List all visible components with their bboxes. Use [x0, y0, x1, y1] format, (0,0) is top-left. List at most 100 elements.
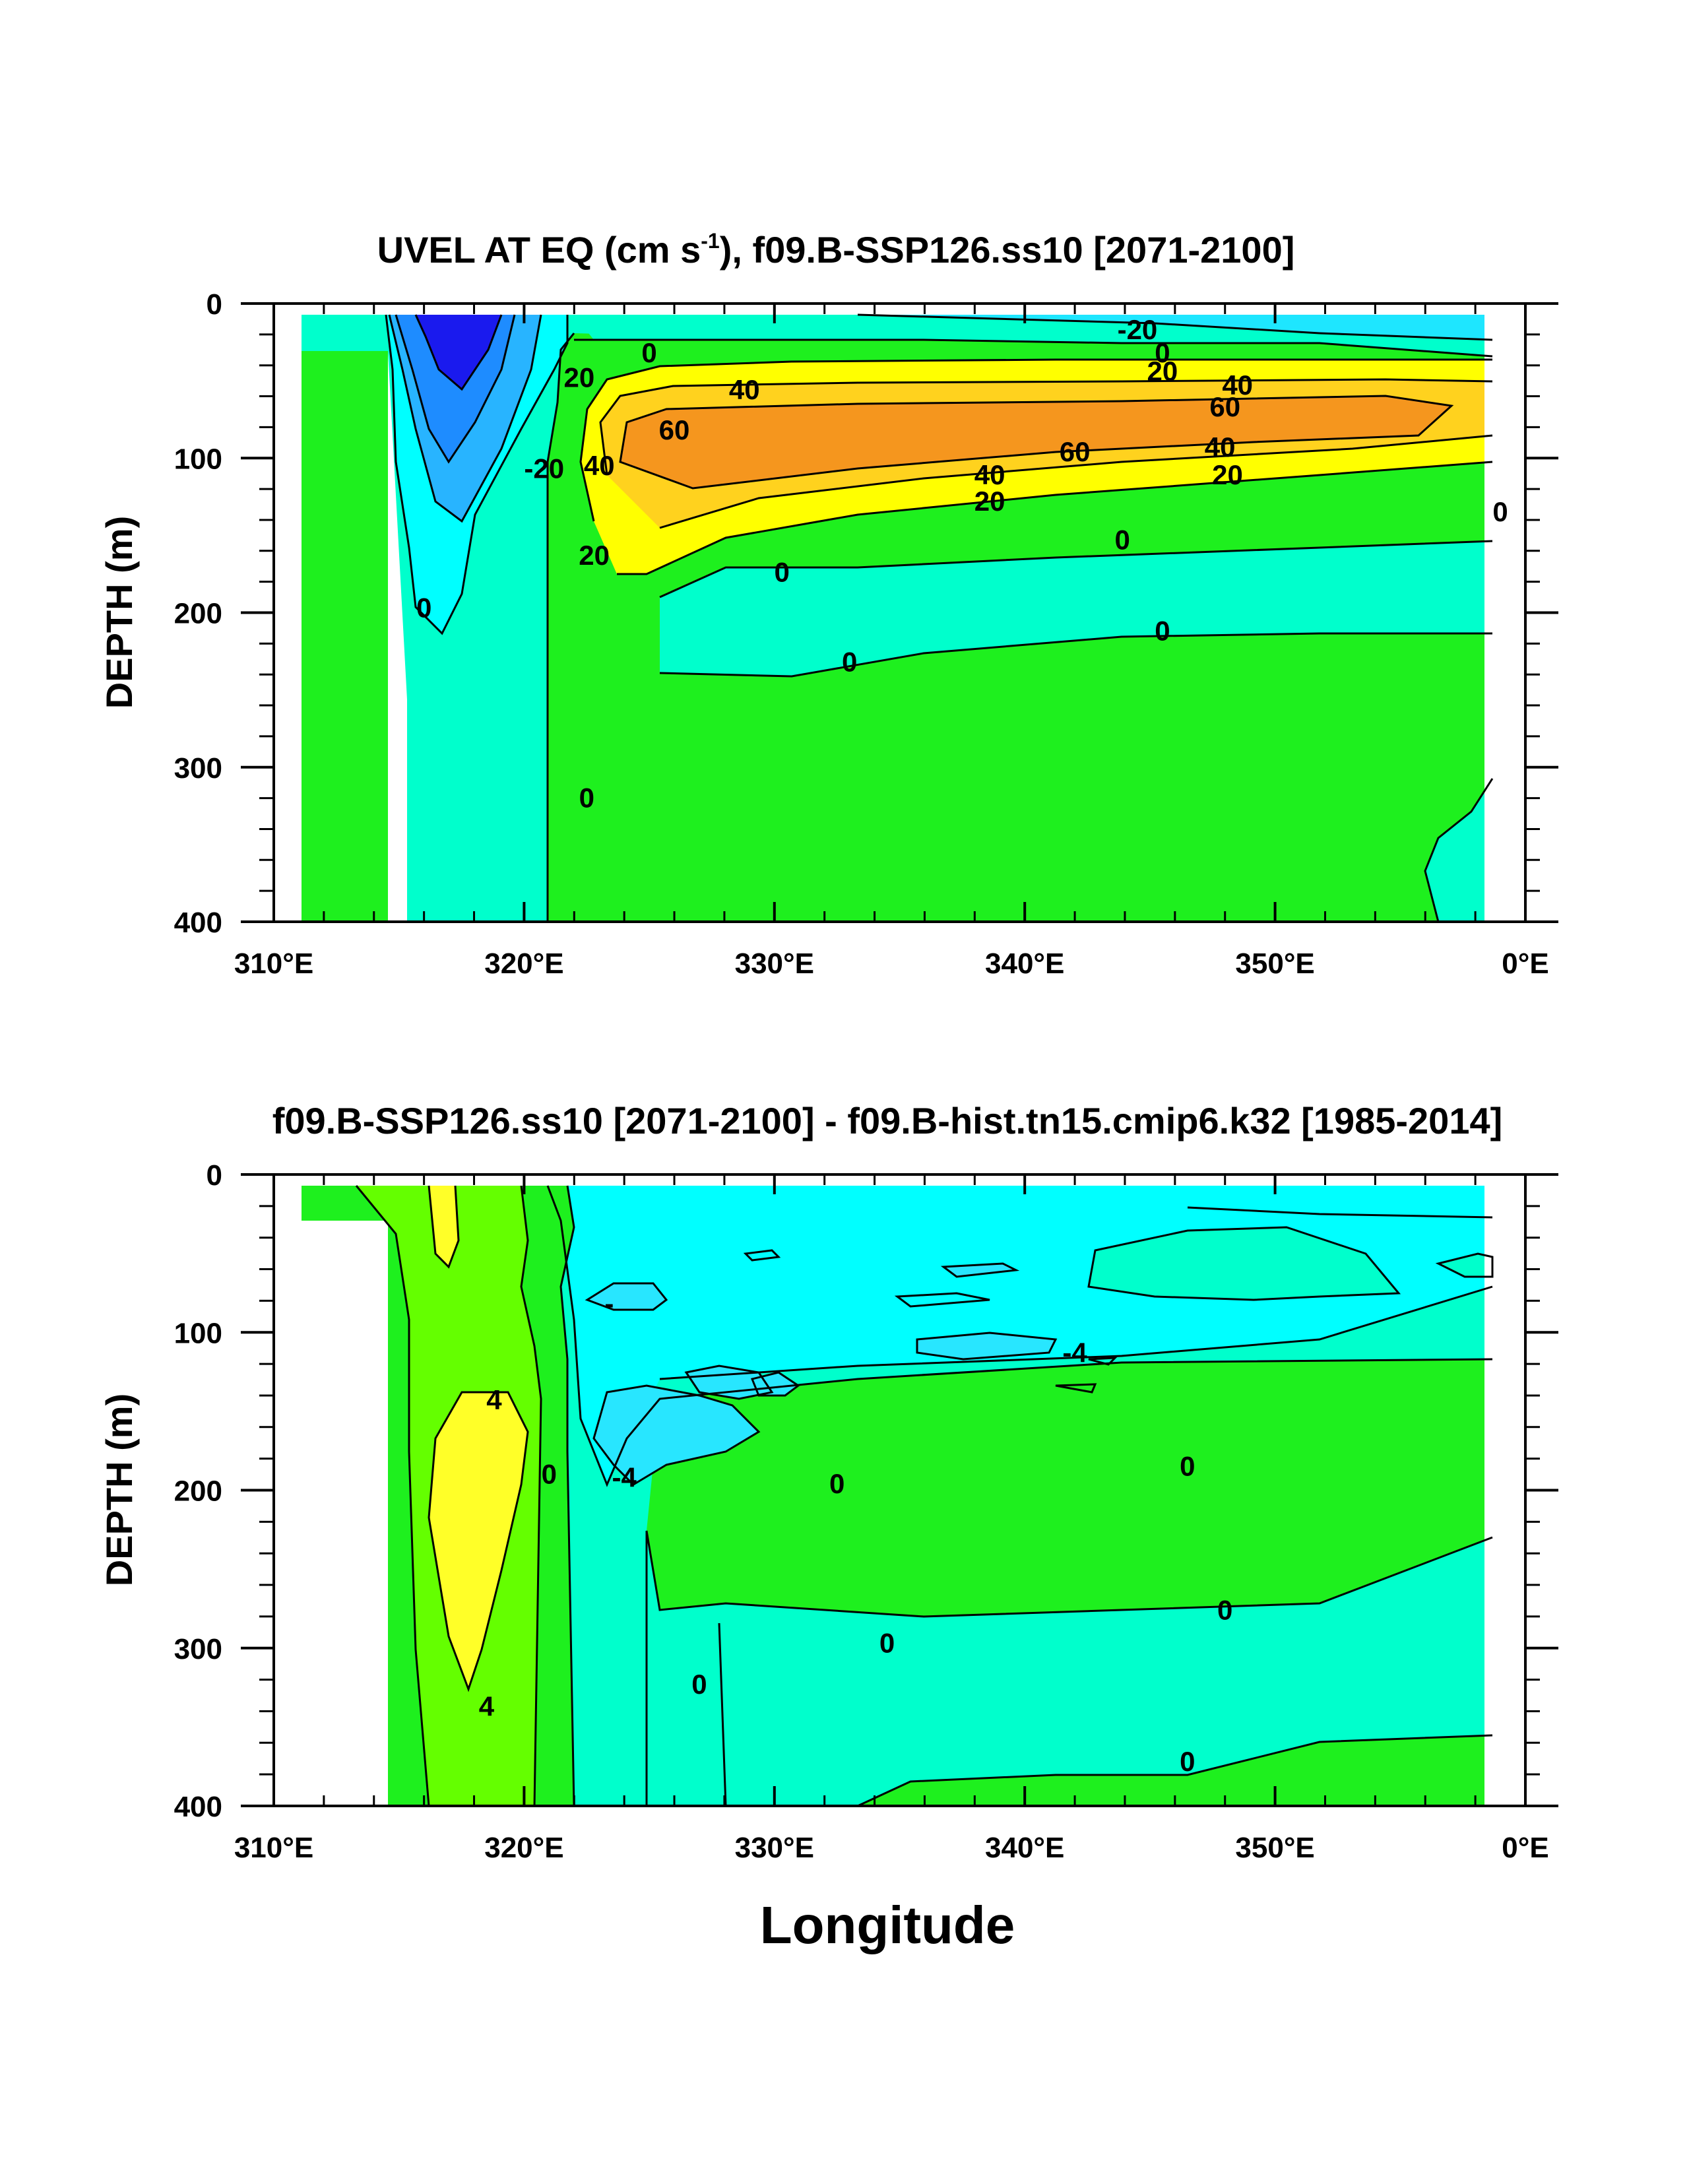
bottom-panel-ylabel: DEPTH (m): [98, 1394, 140, 1586]
bottom-contour-label: 0: [1180, 1451, 1195, 1482]
bottom-y-tick-label: 100: [174, 1317, 222, 1349]
fill-level-neg30-jet: [416, 315, 501, 389]
contour-line-0-west: [546, 333, 575, 922]
top-y-tick-label: 0: [207, 288, 222, 321]
top-contour-label: 40: [1205, 432, 1236, 463]
bottom-contour-label: 0: [829, 1468, 844, 1499]
bottom-contour-label: -: [604, 1288, 614, 1319]
contour-line-0-deep-2: [857, 1734, 1493, 1807]
bottom-contour-label: 0: [1217, 1594, 1232, 1625]
bottom-x-tick-label: 320°E: [484, 1832, 563, 1864]
land-mask-left-2: [302, 1221, 388, 1806]
top-contour-label: -20: [524, 453, 564, 484]
contour-line-surface-east: [1187, 1206, 1493, 1219]
bottom-x-tick-label: 0°E: [1502, 1832, 1548, 1864]
fill-level-0-east-patch: [1089, 1227, 1399, 1300]
top-x-tick-label: 330°E: [735, 947, 814, 980]
bottom-panel-contour-lines: [355, 1185, 1494, 1807]
surface-mask-2: [274, 1174, 1525, 1186]
top-contour-label: 20: [1212, 459, 1243, 490]
top-contour-label: 60: [659, 414, 690, 445]
bottom-contour-label: 0: [691, 1669, 707, 1700]
contour-line-0-upper: [546, 1185, 1493, 1487]
contour-line-40-upper: [599, 378, 1493, 476]
bottom-panel-contour-fill: [274, 1174, 1525, 1808]
top-panel-ticks: 310°E 320°E 330°E 340°E 350°E 0°E010020030040…: [174, 288, 1558, 980]
top-contour-label: 40: [584, 450, 615, 481]
top-contour-label: 20: [974, 486, 1005, 517]
bottom-x-tick-label: 330°E: [735, 1832, 814, 1864]
contour-line-0-lower: [645, 1530, 1493, 1806]
top-contour-label: -20: [1118, 314, 1158, 345]
contour-line-pos4-upper: [428, 1185, 460, 1269]
top-contour-label: 0: [775, 557, 790, 588]
bottom-x-tick-label: 340°E: [985, 1832, 1064, 1864]
contour-line-neg-small-1: [894, 1292, 990, 1308]
top-y-tick-label: 100: [174, 443, 222, 475]
fill-level-neg4-patch-3: [594, 1386, 759, 1485]
contour-line-neg4-patch-4: [750, 1371, 800, 1397]
top-contour-label: 60: [1060, 436, 1091, 467]
top-x-tick-label: 310°E: [234, 947, 313, 980]
fill-level-neg4-patch-5: [917, 1333, 1056, 1359]
contour-line-neg-jet: [385, 314, 569, 635]
contour-line-0-west-2: [559, 1185, 575, 1807]
contour-line-neg4-patch-6: [940, 1262, 1020, 1278]
top-contour-label: 20: [564, 362, 595, 393]
fill-level-pos4-core: [429, 1392, 528, 1689]
bottom-contour-label: -4: [612, 1461, 637, 1493]
contour-line-0-vertical: [718, 1622, 727, 1807]
contour-line-neg-small-2: [743, 1249, 781, 1262]
contour-line-neg4-patch-1: [585, 1282, 668, 1311]
top-panel: UVEL AT EQ (cm s-1), f09.B-SSP126.ss10 […: [98, 229, 1558, 980]
contour-line-neg4-patch-5: [916, 1332, 1058, 1361]
top-contour-label: 20: [579, 540, 610, 571]
top-panel-contour-lines: [385, 313, 1494, 922]
top-x-tick-label: 340°E: [985, 947, 1064, 980]
top-contour-label: 0: [416, 592, 431, 623]
contour-line-neg20-surface: [857, 313, 1493, 341]
contour-line-neg30-jet: [414, 314, 503, 391]
top-y-tick-label: 300: [174, 752, 222, 785]
top-contour-label: 0: [1114, 524, 1130, 555]
top-x-tick-label: 0°E: [1502, 947, 1548, 980]
top-contour-label: 40: [974, 459, 1005, 490]
top-contour-label: 60: [1209, 391, 1240, 422]
top-contour-label: 0: [641, 337, 656, 368]
contour-line-20-lower: [617, 461, 1493, 575]
contour-line-40-lower: [659, 434, 1493, 529]
contour-line-20-upper: [579, 358, 1492, 522]
top-contour-label: 40: [729, 374, 760, 405]
bottom-panel-ticks: 310°E 320°E 330°E 340°E 350°E 0°E010020030040…: [174, 1159, 1558, 1864]
contour-line-0-east-patch: [1087, 1226, 1401, 1301]
contour-line-neg-upper: [659, 1285, 1493, 1380]
bottom-contour-label: 4: [479, 1690, 495, 1721]
contour-line-pos2-right: [520, 1185, 542, 1807]
top-panel-title: UVEL AT EQ (cm s-1), f09.B-SSP126.ss10 […: [377, 229, 1295, 271]
bottom-y-tick-label: 400: [174, 1791, 222, 1823]
bottom-panel: f09.B-SSP126.ss10 [2071-2100] - f09.B-hi…: [98, 1100, 1558, 1954]
fill-level-60: [620, 396, 1451, 488]
bottom-contour-label: 0: [1180, 1746, 1195, 1777]
bottom-contour-label: 0: [879, 1628, 895, 1659]
top-x-tick-label: 320°E: [484, 947, 563, 980]
contour-line-pos2-left: [355, 1185, 430, 1807]
top-contour-label: 40: [1222, 369, 1253, 401]
fill-level-neg-mid: [660, 541, 1492, 676]
surface-mask: [274, 304, 1525, 315]
contour-line-neg4-patch-2: [684, 1365, 774, 1400]
contour-line-60: [619, 395, 1454, 490]
land-mask-east-2: [1484, 1174, 1525, 1808]
fill-level-neg-deep: [1425, 779, 1492, 922]
bottom-contour-label: 4: [486, 1384, 502, 1415]
top-contour-label: 0: [1155, 337, 1170, 368]
fill-level-neg4-patch-1: [587, 1283, 666, 1310]
contour-line-neg4-patch-3: [592, 1384, 761, 1486]
contour-line-neg-small-3: [1088, 1357, 1118, 1366]
top-x-tick-label: 350°E: [1235, 947, 1314, 980]
top-contour-label: 0: [1155, 616, 1170, 647]
contour-line-neg-small-4: [1055, 1383, 1097, 1394]
top-contour-label: 0: [579, 783, 594, 814]
bottom-contour-label: 0: [542, 1459, 557, 1490]
